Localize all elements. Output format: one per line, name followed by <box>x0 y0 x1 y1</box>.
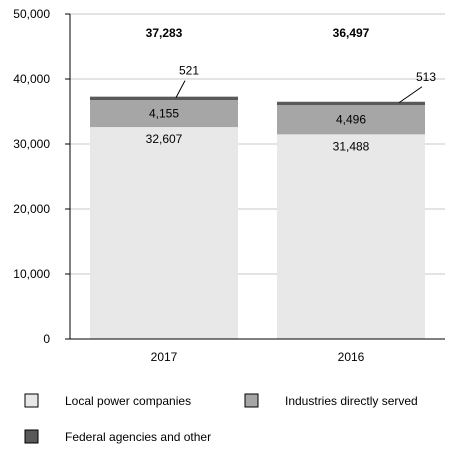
legend-swatch <box>244 393 259 408</box>
x-tick-label: 2016 <box>338 350 365 364</box>
data-label: 521 <box>179 64 199 78</box>
y-tick-label: 50,000 <box>13 7 50 21</box>
legend-swatch <box>24 393 39 408</box>
data-label: 32,607 <box>146 132 183 146</box>
data-label: 31,488 <box>333 139 370 153</box>
y-tick-label: 20,000 <box>13 202 50 216</box>
y-axis: 0 10,000 20,000 30,000 40,000 50,000 <box>13 7 70 346</box>
bar-segment <box>90 127 238 339</box>
legend: Local power companies Industries directly… <box>24 393 418 444</box>
legend-label: Local power companies <box>65 394 191 408</box>
data-label: 4,155 <box>149 107 179 121</box>
y-tick-label: 30,000 <box>13 137 50 151</box>
bars <box>90 96 425 339</box>
total-label: 36,497 <box>333 26 370 40</box>
legend-label: Industries directly served <box>285 394 418 408</box>
y-tick-label: 0 <box>43 332 50 346</box>
y-tick-label: 40,000 <box>13 72 50 86</box>
bar-segment <box>277 105 425 135</box>
leader-line <box>175 80 186 98</box>
bar-segment <box>277 101 425 106</box>
y-tick-label: 10,000 <box>13 267 50 281</box>
x-axis: 2017 2016 <box>69 14 445 364</box>
bar-segment <box>90 100 238 128</box>
data-label: 513 <box>416 70 436 84</box>
data-labels: 32,607 4,155 521 37,283 31,488 4,496 513 36,497 <box>146 26 437 153</box>
leader-line <box>398 86 423 104</box>
total-label: 37,283 <box>146 26 183 40</box>
bar-segment <box>277 134 425 339</box>
x-tick-label: 2017 <box>151 350 178 364</box>
bar-segment <box>90 96 238 101</box>
data-label: 4,496 <box>336 113 366 127</box>
legend-label: Federal agencies and other <box>65 430 211 444</box>
legend-swatch <box>24 429 39 444</box>
